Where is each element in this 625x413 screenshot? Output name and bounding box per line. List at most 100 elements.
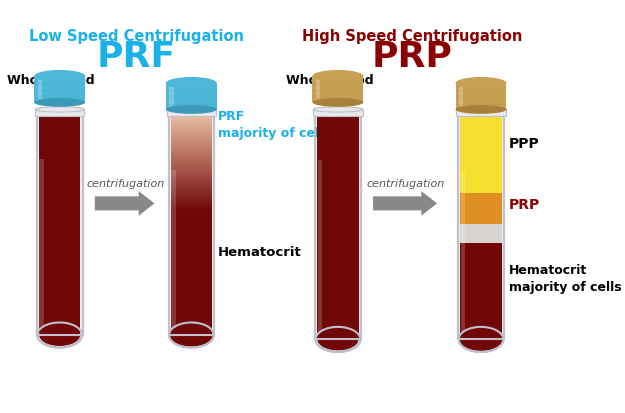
Bar <box>461 112 502 193</box>
Ellipse shape <box>456 78 506 90</box>
Bar <box>171 164 212 167</box>
Text: High Speed Centrifugation: High Speed Centrifugation <box>302 29 522 44</box>
Bar <box>315 110 361 339</box>
Bar <box>171 139 212 142</box>
Bar <box>171 121 212 124</box>
Bar <box>456 84 506 110</box>
Bar <box>171 166 212 169</box>
Text: PRF
majority of cells: PRF majority of cells <box>217 110 330 140</box>
Bar <box>171 186 212 189</box>
Text: Whole Blood: Whole Blood <box>286 74 374 87</box>
Bar <box>171 194 212 197</box>
Bar <box>171 149 212 152</box>
Bar <box>171 129 212 132</box>
Bar <box>171 114 212 117</box>
Bar <box>171 171 212 174</box>
Bar <box>458 110 504 339</box>
Bar <box>171 126 212 129</box>
Bar <box>461 243 502 338</box>
Bar <box>171 134 212 137</box>
Bar <box>171 176 212 179</box>
Bar <box>171 154 212 157</box>
Bar <box>171 119 212 122</box>
Bar <box>316 81 321 100</box>
Bar <box>39 159 44 328</box>
Bar <box>171 159 212 162</box>
Ellipse shape <box>166 78 217 90</box>
Bar <box>171 191 212 194</box>
Ellipse shape <box>170 324 212 347</box>
Bar <box>461 172 465 332</box>
Bar <box>171 204 212 206</box>
Bar <box>312 77 363 103</box>
Bar <box>169 110 214 335</box>
Bar <box>37 110 82 335</box>
Bar <box>171 174 212 177</box>
Text: PRP: PRP <box>509 198 541 212</box>
Bar <box>169 88 174 107</box>
Bar <box>315 110 361 339</box>
Text: centrifugation: centrifugation <box>86 178 164 188</box>
Bar <box>171 201 212 204</box>
Text: Hematocrit
majority of cells: Hematocrit majority of cells <box>509 263 622 293</box>
Ellipse shape <box>456 106 506 114</box>
Text: PRP: PRP <box>372 40 453 74</box>
Ellipse shape <box>312 71 363 83</box>
Text: PPP: PPP <box>509 137 540 151</box>
Bar <box>171 136 212 139</box>
Ellipse shape <box>167 107 216 113</box>
Bar <box>171 144 212 147</box>
Bar <box>169 110 214 335</box>
Bar <box>171 141 212 144</box>
Text: Low Speed Centrifugation: Low Speed Centrifugation <box>29 29 244 44</box>
Bar <box>171 179 212 182</box>
Bar <box>39 110 81 333</box>
Bar <box>171 157 212 159</box>
Bar <box>171 211 212 333</box>
Ellipse shape <box>34 99 85 107</box>
Ellipse shape <box>35 107 84 113</box>
Ellipse shape <box>39 324 80 346</box>
Bar <box>171 112 212 114</box>
Bar <box>461 193 502 225</box>
Ellipse shape <box>312 99 363 107</box>
Ellipse shape <box>166 106 217 114</box>
Ellipse shape <box>169 323 214 348</box>
Ellipse shape <box>34 71 85 83</box>
Bar <box>461 225 502 243</box>
Bar <box>171 124 212 127</box>
Bar <box>171 171 176 328</box>
Bar <box>35 110 84 117</box>
Bar <box>171 146 212 150</box>
Bar <box>171 196 212 199</box>
Bar <box>318 161 322 332</box>
Bar <box>37 110 82 335</box>
Ellipse shape <box>459 328 503 351</box>
Bar <box>171 189 212 192</box>
Ellipse shape <box>313 107 362 113</box>
Bar <box>171 161 212 164</box>
Bar <box>171 184 212 187</box>
Ellipse shape <box>456 107 506 113</box>
Bar <box>171 116 212 119</box>
Bar <box>167 110 216 117</box>
Bar <box>171 199 212 202</box>
Ellipse shape <box>316 327 360 352</box>
Bar <box>171 206 212 209</box>
FancyArrow shape <box>373 192 437 216</box>
Bar <box>459 88 464 107</box>
Bar <box>34 77 85 103</box>
Ellipse shape <box>38 323 82 348</box>
Bar <box>38 81 42 100</box>
FancyArrow shape <box>95 192 154 216</box>
Bar <box>456 110 506 117</box>
Bar <box>171 152 212 154</box>
Bar <box>171 169 212 172</box>
Text: centrifugation: centrifugation <box>367 178 445 188</box>
Bar <box>318 110 359 338</box>
Bar <box>171 131 212 134</box>
Text: Hematocrit: Hematocrit <box>217 246 301 259</box>
Bar <box>458 110 504 339</box>
Text: Whole Blood: Whole Blood <box>7 74 94 87</box>
Ellipse shape <box>318 329 359 351</box>
